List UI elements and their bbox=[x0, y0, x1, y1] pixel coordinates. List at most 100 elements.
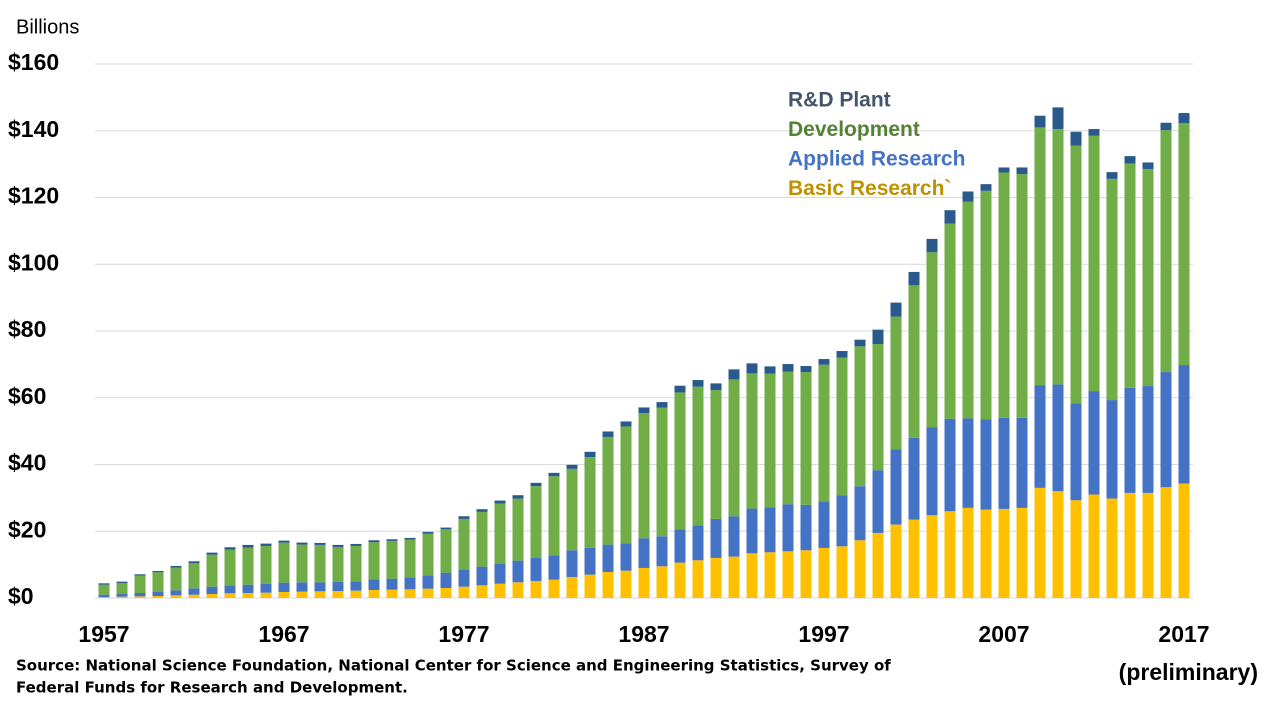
bar-segment bbox=[206, 586, 218, 594]
bar-segment bbox=[440, 572, 452, 588]
bar-segment bbox=[530, 486, 542, 558]
y-tick-label: $0 bbox=[8, 583, 34, 609]
bar-segment bbox=[1034, 127, 1046, 386]
bar-segment bbox=[188, 594, 200, 598]
source: Source: National Science Foundation, Nat… bbox=[16, 657, 891, 675]
bar-segment bbox=[386, 539, 398, 541]
bar-segment bbox=[890, 449, 902, 525]
bar-segment bbox=[962, 201, 974, 419]
bar-segment bbox=[890, 524, 902, 598]
bar-segment bbox=[728, 379, 740, 517]
bar-segment bbox=[548, 472, 560, 477]
bar-segment bbox=[620, 426, 632, 544]
bar-segment bbox=[1178, 123, 1190, 366]
bar-segment bbox=[818, 501, 830, 548]
bar-segment bbox=[764, 373, 776, 508]
bar-segment bbox=[1124, 492, 1136, 598]
bar-segment bbox=[1106, 400, 1118, 499]
bar-segment bbox=[548, 555, 560, 580]
bar-segment bbox=[692, 560, 704, 598]
bar-segment bbox=[620, 421, 632, 427]
bar-segment bbox=[278, 591, 290, 598]
bar-segment bbox=[746, 553, 758, 598]
bar-segment bbox=[800, 504, 812, 551]
bar-segment bbox=[1052, 491, 1064, 598]
bar-segment bbox=[1142, 169, 1154, 387]
bar-segment bbox=[980, 184, 992, 191]
bar-segment bbox=[800, 372, 812, 505]
bar-segment bbox=[692, 380, 704, 387]
bar-segment bbox=[944, 418, 956, 512]
bar-segment bbox=[530, 557, 542, 581]
y-axis-label: Billions bbox=[16, 16, 79, 38]
bar-segment bbox=[296, 542, 308, 545]
bar-segment bbox=[998, 172, 1010, 418]
bar-segment bbox=[872, 344, 884, 471]
bar-segment bbox=[944, 210, 956, 224]
y-tick-label: $80 bbox=[8, 316, 46, 342]
bar-segment bbox=[116, 593, 128, 597]
bar-segment bbox=[872, 329, 884, 345]
bar-segment bbox=[1034, 487, 1046, 598]
bar-segment bbox=[1034, 115, 1046, 128]
bar-segment bbox=[908, 285, 920, 438]
bar-segment bbox=[1016, 174, 1028, 418]
bar-segment bbox=[854, 346, 866, 487]
bar-segment bbox=[206, 552, 218, 555]
bar-segment bbox=[134, 574, 146, 576]
bar-segment bbox=[548, 476, 560, 556]
bar-segment bbox=[1142, 162, 1154, 170]
bar-segment bbox=[890, 302, 902, 317]
bar-segment bbox=[656, 566, 668, 598]
bar-segment bbox=[710, 390, 722, 519]
bar-segment bbox=[1070, 131, 1082, 146]
bar-segment bbox=[854, 339, 866, 347]
bar-segment bbox=[1124, 156, 1136, 164]
bar-segment bbox=[962, 191, 974, 202]
x-tick-label: 1957 bbox=[78, 621, 129, 647]
bar-segment bbox=[440, 529, 452, 573]
bar-segment bbox=[1160, 487, 1172, 598]
bar-segment bbox=[476, 566, 488, 586]
bar-segment bbox=[782, 504, 794, 552]
x-tick-label: 1977 bbox=[438, 621, 489, 647]
bar-segment bbox=[1178, 365, 1190, 484]
bar-segment bbox=[800, 366, 812, 373]
bar-segment bbox=[548, 579, 560, 598]
bar-segment bbox=[584, 574, 596, 598]
bar-segment bbox=[422, 531, 434, 534]
bar-segment bbox=[872, 470, 884, 533]
bar-segment bbox=[386, 589, 398, 598]
bar-segment bbox=[404, 589, 416, 598]
bar-segment bbox=[638, 413, 650, 539]
bar-segment bbox=[278, 582, 290, 592]
bar-segment bbox=[818, 359, 830, 365]
bar-segment bbox=[440, 587, 452, 598]
bar-segment bbox=[746, 508, 758, 554]
bar-segment bbox=[782, 371, 794, 505]
bar-segment bbox=[602, 571, 614, 598]
bar-segment bbox=[980, 190, 992, 420]
bar-segment bbox=[134, 592, 146, 597]
bar-segment bbox=[854, 540, 866, 598]
bar-segment bbox=[278, 542, 290, 583]
bar-segment bbox=[1160, 372, 1172, 488]
bar-segment bbox=[872, 532, 884, 598]
bar-segment bbox=[926, 238, 938, 253]
bar-segment bbox=[890, 316, 902, 450]
bar-segment bbox=[584, 451, 596, 458]
bar-segment bbox=[908, 437, 920, 520]
bar-segment bbox=[926, 252, 938, 428]
bar-segment bbox=[1088, 391, 1100, 495]
bar-segment bbox=[494, 583, 506, 598]
bar-segment bbox=[728, 556, 740, 598]
bar-segment bbox=[188, 588, 200, 595]
bar-segment bbox=[944, 511, 956, 598]
bar-segment bbox=[404, 537, 416, 540]
bar-segment bbox=[134, 575, 146, 593]
bar-segment bbox=[1070, 403, 1082, 501]
bar-segment bbox=[152, 570, 164, 573]
bar-segment bbox=[764, 366, 776, 374]
bar-segment bbox=[476, 511, 488, 567]
bar-segment bbox=[350, 543, 362, 546]
